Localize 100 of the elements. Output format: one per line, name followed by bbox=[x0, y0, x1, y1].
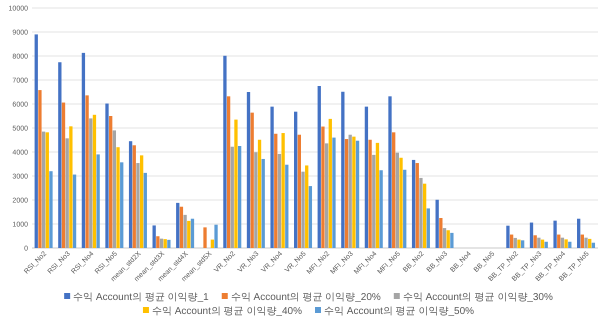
bar bbox=[416, 163, 419, 248]
bar bbox=[66, 138, 69, 248]
bar bbox=[85, 95, 89, 248]
bar bbox=[332, 138, 336, 248]
bar bbox=[160, 238, 164, 248]
bar bbox=[510, 234, 514, 248]
bar bbox=[412, 160, 416, 248]
bar bbox=[262, 158, 265, 248]
bar bbox=[156, 236, 160, 248]
bar bbox=[226, 96, 230, 248]
bar bbox=[564, 239, 568, 248]
bar bbox=[176, 202, 180, 248]
bar bbox=[58, 62, 62, 248]
bar bbox=[301, 172, 305, 248]
bar bbox=[210, 240, 214, 248]
bar bbox=[112, 130, 116, 248]
bar bbox=[372, 154, 376, 248]
bar bbox=[230, 146, 234, 248]
bar bbox=[446, 230, 450, 248]
legend-label: 수익 Account의 평균 이익량_40% bbox=[152, 306, 302, 317]
bar bbox=[214, 224, 218, 248]
bar bbox=[592, 242, 596, 248]
bar bbox=[128, 141, 132, 248]
bar bbox=[577, 218, 580, 248]
bar bbox=[82, 52, 86, 248]
bar bbox=[62, 102, 66, 248]
bar bbox=[584, 238, 588, 248]
bar bbox=[180, 206, 184, 248]
bar bbox=[450, 232, 454, 248]
bar bbox=[560, 238, 564, 248]
legend-label: 수익 Account의 평균 이익량_50% bbox=[324, 306, 474, 317]
bar bbox=[352, 136, 356, 248]
bar bbox=[356, 140, 360, 248]
bar bbox=[544, 242, 548, 248]
bar bbox=[72, 174, 76, 248]
bar bbox=[557, 234, 560, 248]
bar bbox=[588, 238, 592, 248]
bar bbox=[341, 92, 344, 248]
bar bbox=[379, 170, 383, 248]
bar bbox=[270, 106, 274, 248]
bar bbox=[376, 142, 380, 248]
bar bbox=[553, 220, 557, 248]
bar bbox=[580, 234, 584, 248]
bar bbox=[403, 170, 406, 248]
bar bbox=[328, 118, 332, 248]
bar bbox=[140, 155, 144, 248]
bar bbox=[187, 220, 190, 248]
bar bbox=[223, 56, 227, 248]
bar bbox=[388, 96, 392, 248]
bar bbox=[132, 145, 136, 248]
bar bbox=[116, 147, 120, 248]
bar bbox=[69, 126, 73, 248]
bar bbox=[109, 116, 112, 248]
bar bbox=[238, 146, 242, 248]
bar bbox=[534, 235, 537, 248]
bar bbox=[364, 106, 368, 248]
bar bbox=[517, 240, 521, 248]
bar bbox=[399, 158, 403, 248]
bar bbox=[281, 133, 285, 248]
bar bbox=[183, 214, 187, 248]
bar bbox=[540, 240, 544, 248]
bar bbox=[136, 163, 140, 248]
bar bbox=[422, 184, 426, 248]
bar bbox=[530, 222, 534, 248]
bar bbox=[120, 162, 124, 248]
legend-label: 수익 Account의 평균 이익량_30% bbox=[402, 292, 553, 303]
bar bbox=[298, 134, 301, 248]
bar bbox=[164, 239, 167, 248]
bar bbox=[439, 218, 442, 248]
bar bbox=[152, 225, 156, 248]
bar bbox=[426, 208, 430, 248]
bar bbox=[324, 143, 328, 248]
bar bbox=[144, 172, 147, 248]
bar bbox=[392, 132, 396, 248]
bar bbox=[396, 152, 400, 248]
bar bbox=[89, 118, 92, 248]
bar bbox=[318, 86, 321, 248]
bar bbox=[34, 34, 38, 248]
bar bbox=[520, 240, 524, 248]
bar bbox=[321, 126, 325, 248]
bar bbox=[506, 226, 510, 248]
bar bbox=[514, 238, 517, 248]
bar bbox=[258, 140, 262, 248]
bar bbox=[348, 134, 352, 248]
bar bbox=[278, 154, 282, 248]
bar bbox=[42, 132, 46, 248]
legend-label: 수익 Account의 평균 이익량_1 bbox=[73, 292, 210, 303]
legend-label: 수익 Account의 평균 이익량_20% bbox=[230, 292, 381, 303]
bar bbox=[368, 140, 372, 248]
bar bbox=[203, 227, 207, 248]
bar bbox=[308, 186, 312, 248]
bar bbox=[246, 92, 250, 248]
bar bbox=[305, 165, 308, 248]
bar bbox=[250, 112, 254, 248]
bar bbox=[190, 218, 194, 248]
bar bbox=[254, 152, 258, 248]
bar bbox=[537, 238, 541, 248]
bar bbox=[568, 242, 572, 248]
bar bbox=[105, 104, 109, 248]
bar bbox=[294, 112, 298, 248]
